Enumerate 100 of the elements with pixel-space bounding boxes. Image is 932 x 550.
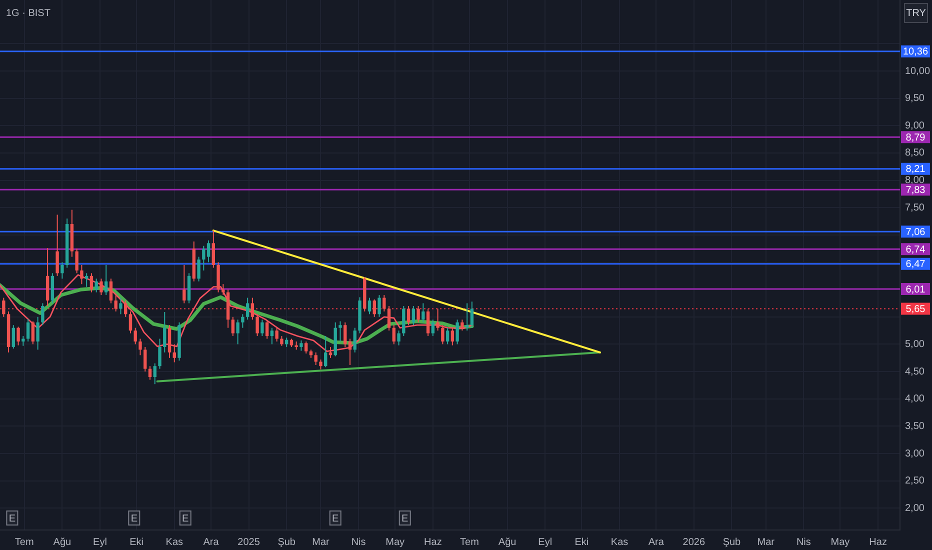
- candlestick: [138, 338, 142, 356]
- candlestick: [172, 344, 176, 363]
- candlestick: [222, 284, 225, 296]
- x-tick-label: Eki: [130, 536, 144, 548]
- ref-line-label: 6,01: [906, 284, 926, 296]
- candlestick: [426, 308, 430, 337]
- candlestick: [319, 359, 322, 370]
- ref-line-label: 10,36: [902, 46, 928, 58]
- annotation: E: [332, 513, 340, 524]
- x-tick-label: Eyl: [538, 536, 552, 548]
- candlestick: [231, 316, 235, 337]
- x-tick-label: Şub: [278, 536, 296, 548]
- candlestick: [378, 294, 381, 318]
- ref-line-label: 7,83: [906, 184, 926, 196]
- candlestick: [368, 297, 372, 315]
- ref-line-label: 5,65: [906, 304, 926, 315]
- candlestick: [431, 319, 435, 337]
- candlestick: [275, 327, 278, 342]
- x-tick-label: Eyl: [93, 536, 107, 548]
- x-tick-label: Kas: [166, 536, 184, 548]
- candlestick: [265, 320, 269, 340]
- candlestick: [114, 294, 118, 312]
- x-tick-label: Haz: [869, 536, 887, 548]
- candlestick: [446, 327, 450, 345]
- x-tick-label: Tem: [14, 536, 34, 548]
- candlestick: [465, 302, 469, 332]
- candlestick: [406, 305, 410, 326]
- candlestick: [250, 297, 254, 320]
- candlestick: [344, 322, 347, 348]
- y-tick-label: 3,50: [905, 420, 925, 432]
- x-tick-label: Ara: [203, 536, 220, 548]
- x-tick-label: Haz: [424, 536, 442, 548]
- candlestick: [90, 272, 94, 293]
- x-tick-label: May: [830, 536, 850, 548]
- candlestick: [372, 298, 376, 318]
- candlestick: [197, 256, 200, 282]
- y-tick-label: 2,00: [905, 502, 925, 514]
- candlestick: [153, 362, 156, 385]
- ref-line-label: 8,79: [906, 132, 926, 144]
- x-tick-label: Mar: [312, 536, 330, 548]
- candlestick: [134, 327, 137, 345]
- candlestick: [158, 338, 162, 370]
- candlestick: [470, 301, 474, 328]
- y-tick-label: 8,50: [905, 148, 925, 159]
- y-axis-title: TRY: [906, 8, 926, 19]
- candlestick: [41, 302, 44, 326]
- candlestick: [100, 278, 103, 296]
- candlestick: [163, 311, 166, 353]
- y-tick-label: 4,50: [905, 366, 925, 378]
- x-tick-label: Eki: [574, 536, 589, 548]
- x-tick-label: Tem: [460, 536, 479, 548]
- candlestick: [148, 366, 152, 380]
- candlestick: [416, 305, 420, 323]
- x-tick-label: 2025: [238, 536, 260, 548]
- y-tick-label: 3,00: [905, 448, 925, 460]
- x-tick-label: Ağu: [498, 536, 516, 548]
- candlestick: [412, 305, 416, 326]
- candlestick: [109, 278, 113, 304]
- candlestick: [392, 324, 396, 345]
- candlestick: [338, 320, 342, 342]
- ref-line-label: 7,06: [906, 226, 926, 238]
- candlestick: [382, 294, 386, 312]
- candlestick: [22, 336, 25, 346]
- y-tick-label: 7,50: [905, 202, 925, 214]
- candlestick: [246, 297, 250, 320]
- candlestick: [300, 340, 303, 352]
- candlestick: [124, 300, 128, 318]
- ref-line-label: 6,74: [906, 244, 926, 256]
- y-tick-label: 9,50: [905, 93, 925, 104]
- x-tick-label: Ağu: [53, 536, 72, 548]
- candlestick: [280, 336, 284, 346]
- y-tick-label: 5,00: [905, 338, 925, 350]
- candlestick: [80, 264, 84, 285]
- candlestick: [12, 324, 16, 350]
- candlestick: [2, 297, 6, 318]
- candlestick: [256, 314, 259, 337]
- x-tick-label: 2026: [682, 536, 706, 548]
- x-tick-label: May: [386, 536, 405, 548]
- candlestick: [241, 314, 244, 328]
- candlestick: [314, 352, 318, 366]
- annotation: E: [402, 513, 409, 524]
- candlestick: [182, 264, 186, 304]
- candlestick: [441, 324, 444, 345]
- candlestick: [56, 214, 59, 276]
- candlestick: [270, 327, 274, 345]
- candlestick: [324, 336, 328, 368]
- y-tick-label: 10,00: [905, 66, 930, 77]
- candlestick: [353, 327, 356, 353]
- text: 1G · BIST: [6, 8, 50, 19]
- candlestick: [104, 264, 108, 296]
- candlestick: [450, 327, 454, 346]
- candlestick: [94, 278, 98, 293]
- x-tick-label: Şub: [722, 536, 742, 548]
- candlestick: [128, 310, 132, 334]
- y-tick-label: 8,00: [905, 175, 925, 186]
- y-tick-label: 4,00: [905, 394, 925, 405]
- candlestick: [144, 346, 147, 372]
- x-tick-label: Nis: [351, 536, 366, 548]
- candlestick: [31, 320, 35, 345]
- candlestick: [236, 319, 240, 345]
